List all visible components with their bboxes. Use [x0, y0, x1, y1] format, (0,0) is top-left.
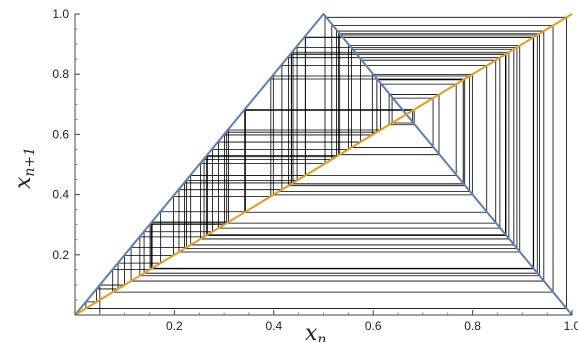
x-tick-label: 0.2 [166, 319, 183, 333]
ticks: 0.2 0.4 0.6 0.8 1.0 0.2 0.4 0.6 0.8 1.0 [52, 7, 578, 333]
x-tick-label: 0.4 [265, 319, 282, 333]
identity-line-line [74, 13, 573, 316]
y-axis-title: xn+1 [11, 147, 38, 189]
x-tick-label: 0.6 [365, 319, 382, 333]
x-tick-label: 0.8 [464, 319, 481, 333]
series-lines [74, 13, 573, 316]
y-tick-label: 0.4 [52, 188, 69, 202]
x-axis-title: xn [305, 321, 326, 342]
y-tick-label: 0.6 [52, 127, 69, 141]
tent-map-line [74, 13, 573, 316]
y-tick-label: 1.0 [52, 7, 69, 21]
x-tick-label: 1.0 [564, 319, 578, 333]
y-tick-label: 0.2 [52, 248, 69, 262]
y-tick-label: 0.8 [52, 67, 69, 81]
